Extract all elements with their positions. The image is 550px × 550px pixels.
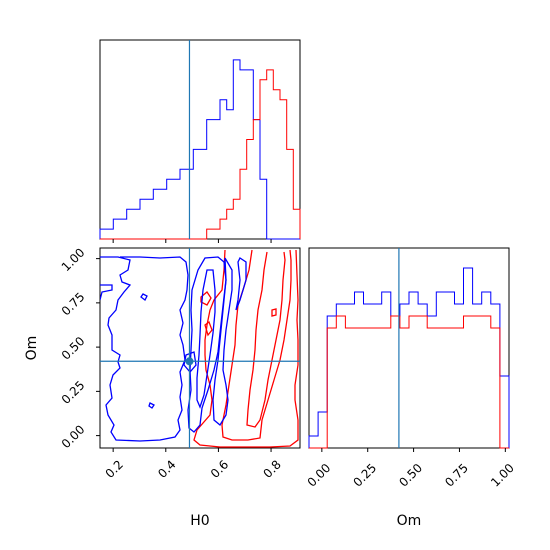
truth-point xyxy=(185,357,194,366)
red-contour-blob-3 xyxy=(271,308,277,317)
hist-h0-blue-series xyxy=(99,59,300,240)
red-contour-outer xyxy=(193,249,299,448)
hist-om-xtick-label: 1.00 xyxy=(488,461,517,490)
hist-om-xtick-label: 0.25 xyxy=(350,461,379,490)
hist-h0-red-series xyxy=(100,69,301,240)
xlabel-h0: H0 xyxy=(190,513,209,529)
ticks-layer: 0.2 0.4 0.6 0.8 0.00 0.25 0.50 0.75 1.00 0.00 0.25… xyxy=(59,239,517,490)
red-contour-inner xyxy=(246,251,286,428)
blue-contour-outer xyxy=(100,256,189,442)
red-contour-blob-2 xyxy=(204,320,213,337)
red-contour-mid xyxy=(221,249,292,441)
contour-ytick-label: 0.25 xyxy=(59,378,88,407)
blue-contour-blob-2 xyxy=(148,402,155,409)
blue-contour-edge xyxy=(100,284,113,301)
hist-h0-layer xyxy=(99,59,301,240)
hist-om-xtick-label: 0.50 xyxy=(396,461,425,490)
hist-om-xtick-label: 0.00 xyxy=(305,461,334,490)
contour-xtick-label: 0.2 xyxy=(103,457,126,480)
contour-ytick-label: 1.00 xyxy=(59,245,88,274)
blue-contour-far-right xyxy=(235,257,247,311)
blue-contour-blob-1 xyxy=(140,293,148,301)
xlabel-om: Om xyxy=(397,513,422,529)
hist-om-frame xyxy=(308,247,510,449)
contour-layer xyxy=(100,249,299,448)
ylabel-om: Om xyxy=(24,336,40,361)
hist-om-xtick-label: 0.75 xyxy=(442,461,471,490)
blue-contour-inner xyxy=(196,269,216,409)
hist-om-red-series xyxy=(309,315,509,449)
contour-xtick-label: 0.8 xyxy=(261,457,284,480)
contour-frame xyxy=(99,247,301,449)
blue-contour-blob-3 xyxy=(183,351,197,373)
red-contour-blob-1 xyxy=(200,291,212,306)
contour-ytick-label: 0.75 xyxy=(59,290,88,319)
hist-om-blue-series xyxy=(308,267,510,448)
blue-contour-right xyxy=(212,257,233,426)
contour-ytick-label: 0.00 xyxy=(59,422,88,451)
blue-contour-mid xyxy=(187,256,227,433)
truth-layer xyxy=(100,40,400,448)
contour-xtick-label: 0.6 xyxy=(208,457,231,480)
contour-ytick-label: 0.50 xyxy=(59,334,88,363)
contour-xtick-label: 0.4 xyxy=(155,457,178,480)
hist-om-layer xyxy=(308,267,510,449)
